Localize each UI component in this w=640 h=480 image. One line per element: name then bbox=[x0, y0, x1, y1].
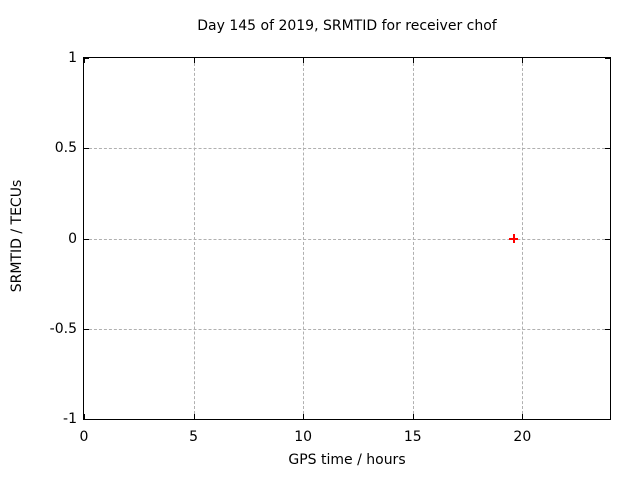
y-tick-mark bbox=[605, 419, 610, 420]
y-tick-label: 0.5 bbox=[54, 140, 77, 157]
y-tick-mark bbox=[84, 58, 89, 59]
x-tick-label: 0 bbox=[79, 429, 89, 445]
y-tick-mark bbox=[84, 328, 89, 330]
y-tick-mark bbox=[605, 58, 610, 59]
y-tick-mark bbox=[605, 328, 610, 330]
x-tick-label: 5 bbox=[189, 429, 199, 445]
x-tick-mark bbox=[193, 58, 195, 63]
x-tick-mark bbox=[193, 414, 195, 419]
x-tick-mark bbox=[412, 58, 414, 63]
y-tick-label: 0 bbox=[68, 230, 77, 247]
y-tick-label: -0.5 bbox=[49, 320, 77, 337]
plot-area bbox=[83, 57, 611, 420]
horizontal-gridline bbox=[84, 328, 610, 330]
y-tick-mark bbox=[84, 419, 89, 420]
x-tick-mark bbox=[522, 414, 524, 419]
y-tick-label: 1 bbox=[68, 50, 77, 66]
x-tick-mark bbox=[522, 58, 524, 63]
marker-vertical-bar bbox=[512, 234, 515, 243]
x-tick-label: 10 bbox=[294, 429, 313, 445]
x-tick-mark bbox=[84, 58, 85, 63]
horizontal-gridline bbox=[84, 148, 610, 150]
horizontal-gridline bbox=[84, 238, 610, 240]
x-axis-label: GPS time / hours bbox=[288, 452, 406, 468]
chart-title: Day 145 of 2019, SRMTID for receiver cho… bbox=[197, 18, 497, 34]
y-tick-mark bbox=[84, 238, 89, 240]
x-tick-label: 15 bbox=[403, 429, 422, 445]
x-tick-mark bbox=[84, 414, 85, 419]
y-tick-label: -1 bbox=[63, 411, 77, 427]
x-tick-mark bbox=[303, 414, 305, 419]
y-tick-mark bbox=[605, 238, 610, 240]
x-tick-mark bbox=[303, 58, 305, 63]
y-tick-mark bbox=[84, 148, 89, 150]
x-tick-label: 20 bbox=[513, 429, 532, 445]
x-tick-mark bbox=[412, 414, 414, 419]
y-tick-mark bbox=[605, 148, 610, 150]
